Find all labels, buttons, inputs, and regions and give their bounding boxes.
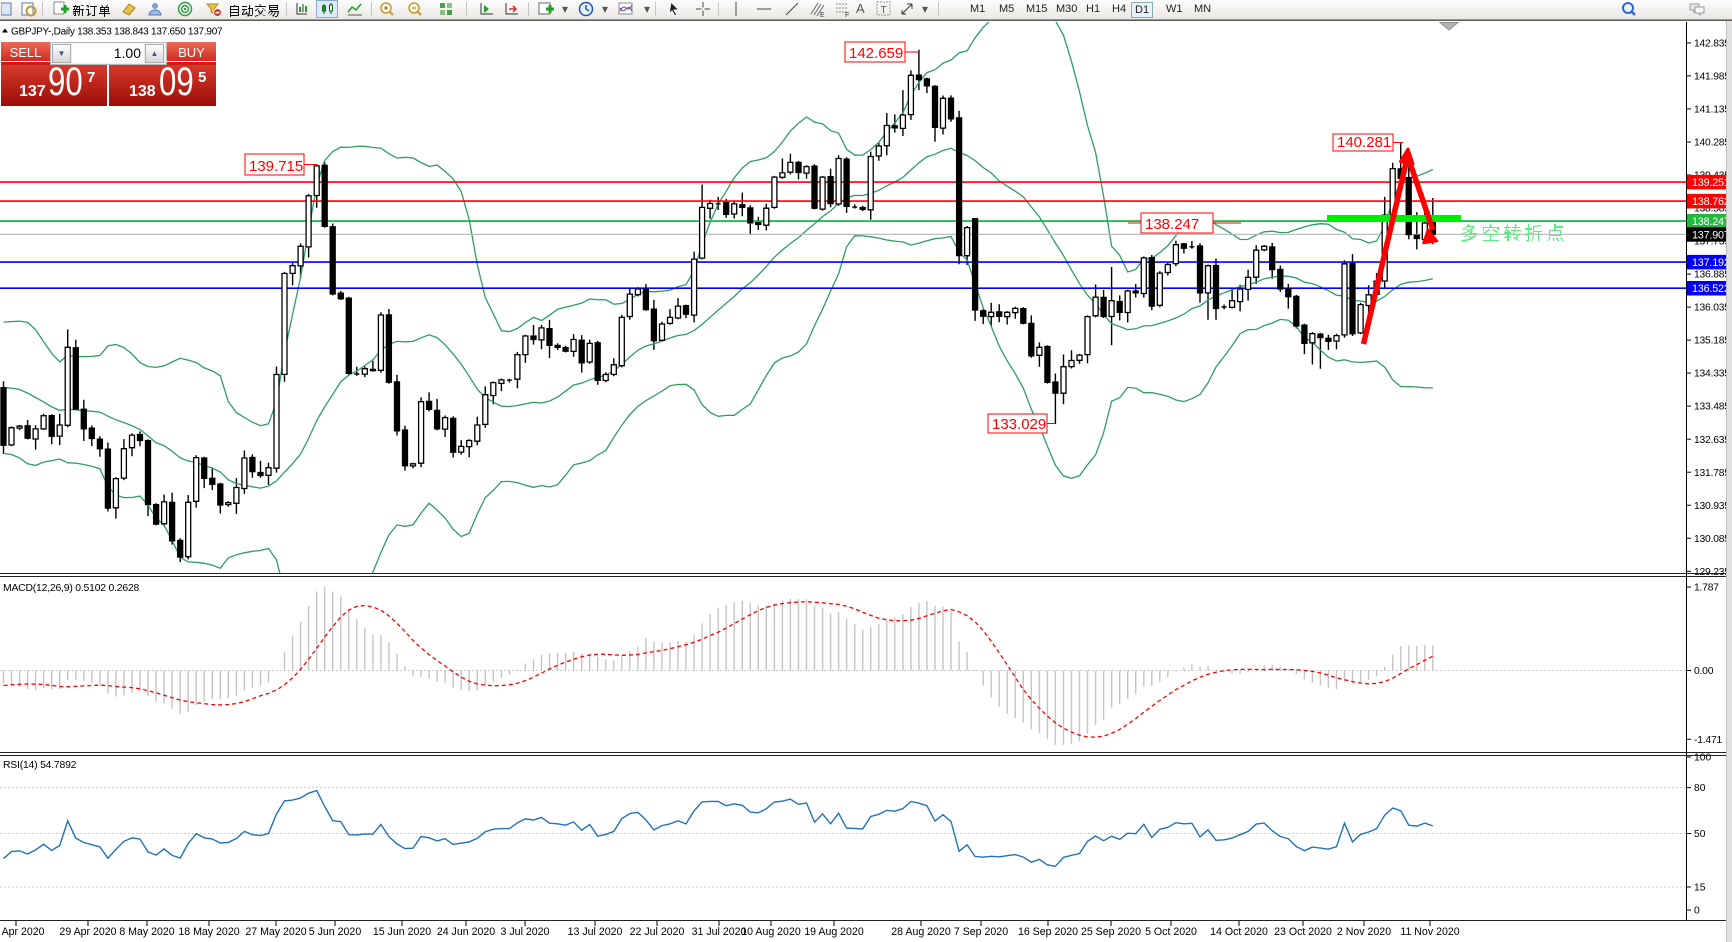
svg-text:134.335: 134.335 bbox=[1694, 369, 1730, 380]
svg-text:13 Jul 2020: 13 Jul 2020 bbox=[568, 926, 623, 938]
svg-text:16 Sep 2020: 16 Sep 2020 bbox=[1018, 926, 1078, 938]
svg-text:10 Aug 2020: 10 Aug 2020 bbox=[741, 926, 801, 938]
svg-text:20 Apr 2020: 20 Apr 2020 bbox=[0, 926, 45, 938]
svg-text:137.192: 137.192 bbox=[1692, 257, 1730, 269]
svg-text:E: E bbox=[820, 12, 825, 17]
svg-text:138.247: 138.247 bbox=[1692, 216, 1730, 228]
svg-text:18 May 2020: 18 May 2020 bbox=[178, 926, 239, 938]
svg-text:130.085: 130.085 bbox=[1694, 534, 1730, 545]
svg-text:0: 0 bbox=[1694, 906, 1700, 917]
svg-text:11 Nov 2020: 11 Nov 2020 bbox=[1400, 926, 1459, 938]
svg-text:138.585: 138.585 bbox=[1694, 204, 1730, 215]
svg-text:138.247: 138.247 bbox=[1145, 216, 1199, 233]
svg-text:15 Jun 2020: 15 Jun 2020 bbox=[373, 926, 431, 938]
svg-text:141.135: 141.135 bbox=[1694, 105, 1730, 116]
svg-text:80: 80 bbox=[1694, 783, 1706, 794]
svg-text:133.029: 133.029 bbox=[992, 416, 1046, 433]
svg-text:31 Jul 2020: 31 Jul 2020 bbox=[692, 926, 747, 938]
svg-text:GBPJPY-,Daily 138.353 138.843: GBPJPY-,Daily 138.353 138.843 137.650 13… bbox=[11, 27, 223, 38]
svg-text:136.522: 136.522 bbox=[1692, 283, 1730, 295]
svg-text:138.762: 138.762 bbox=[1692, 196, 1730, 208]
svg-text:129.235: 129.235 bbox=[1694, 567, 1730, 578]
svg-text:15: 15 bbox=[1694, 883, 1706, 894]
svg-text:7 Sep 2020: 7 Sep 2020 bbox=[954, 926, 1008, 938]
svg-text:140.281: 140.281 bbox=[1337, 134, 1391, 151]
svg-text:136.885: 136.885 bbox=[1694, 270, 1730, 281]
svg-text:5 Oct 2020: 5 Oct 2020 bbox=[1145, 926, 1197, 938]
svg-text:136.035: 136.035 bbox=[1694, 303, 1730, 314]
svg-text:29 Apr 2020: 29 Apr 2020 bbox=[59, 926, 116, 938]
svg-text:139.715: 139.715 bbox=[249, 158, 303, 175]
svg-text:-1.471: -1.471 bbox=[1694, 735, 1722, 746]
svg-text:139.251: 139.251 bbox=[1692, 177, 1730, 189]
svg-text:28 Aug 2020: 28 Aug 2020 bbox=[891, 926, 951, 938]
svg-text:14 Oct 2020: 14 Oct 2020 bbox=[1210, 926, 1268, 938]
svg-text:RSI(14) 54.7892: RSI(14) 54.7892 bbox=[3, 760, 77, 771]
svg-text:23 Oct 2020: 23 Oct 2020 bbox=[1274, 926, 1332, 938]
svg-text:22 Jul 2020: 22 Jul 2020 bbox=[630, 926, 685, 938]
svg-text:142.659: 142.659 bbox=[849, 45, 903, 62]
svg-text:0.00: 0.00 bbox=[1694, 666, 1714, 677]
svg-text:131.785: 131.785 bbox=[1694, 468, 1730, 479]
svg-text:24 Jun 2020: 24 Jun 2020 bbox=[437, 926, 495, 938]
svg-text:135.185: 135.185 bbox=[1694, 336, 1730, 347]
svg-text:8 May 2020: 8 May 2020 bbox=[119, 926, 174, 938]
svg-text:137.907: 137.907 bbox=[1692, 229, 1730, 241]
svg-text:132.635: 132.635 bbox=[1694, 435, 1730, 446]
svg-text:MACD(12,26,9) 0.5102 0.2628: MACD(12,26,9) 0.5102 0.2628 bbox=[3, 583, 140, 594]
svg-text:1.787: 1.787 bbox=[1694, 583, 1719, 594]
svg-text:130.935: 130.935 bbox=[1694, 501, 1730, 512]
svg-text:133.485: 133.485 bbox=[1694, 402, 1730, 413]
svg-text:T: T bbox=[881, 5, 887, 16]
svg-text:5 Jun 2020: 5 Jun 2020 bbox=[309, 926, 362, 938]
svg-text:25 Sep 2020: 25 Sep 2020 bbox=[1081, 926, 1141, 938]
svg-text:100: 100 bbox=[1694, 753, 1711, 764]
svg-text:F: F bbox=[845, 12, 849, 17]
svg-text:2 Nov 2020: 2 Nov 2020 bbox=[1337, 926, 1391, 938]
svg-text:3 Jul 2020: 3 Jul 2020 bbox=[501, 926, 550, 938]
svg-text:141.985: 141.985 bbox=[1694, 72, 1730, 83]
svg-text:142.835: 142.835 bbox=[1694, 39, 1730, 50]
svg-text:19 Aug 2020: 19 Aug 2020 bbox=[804, 926, 864, 938]
svg-text:50: 50 bbox=[1694, 829, 1706, 840]
svg-text:140.285: 140.285 bbox=[1694, 138, 1730, 149]
svg-text:27 May 2020: 27 May 2020 bbox=[245, 926, 306, 938]
svg-text:137.735: 137.735 bbox=[1694, 237, 1730, 248]
